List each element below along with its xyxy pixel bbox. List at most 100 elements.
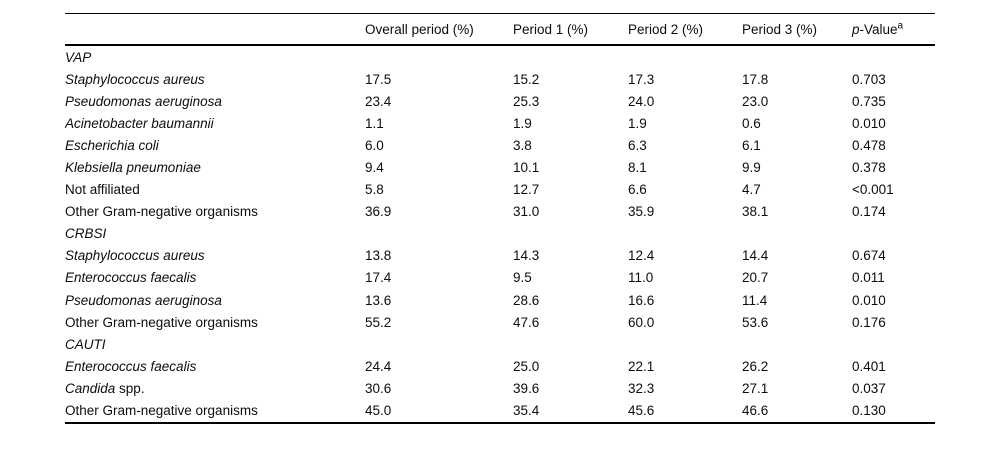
- table-row: Escherichia coli 6.0 3.8 6.3 6.1 0.478: [65, 134, 935, 156]
- cell-period1: 39.6: [513, 380, 540, 396]
- cell-pvalue: 0.401: [852, 358, 886, 374]
- table-row: Other Gram-negative organisms 55.2 47.6 …: [65, 311, 935, 333]
- table-row: Pseudomonas aeruginosa 13.6 28.6 16.6 11…: [65, 289, 935, 311]
- cell-overall: 17.4: [365, 270, 392, 286]
- cell-pvalue: 0.011: [852, 270, 885, 286]
- organism-name: Candida: [65, 380, 116, 396]
- cell-period2: 45.6: [628, 403, 655, 419]
- col-header-overall-period: Overall period (%): [365, 13, 513, 46]
- cell-overall: 9.4: [365, 160, 384, 176]
- cell-overall: 36.9: [365, 204, 392, 220]
- empty-header-cell: [65, 13, 365, 46]
- cell-period2: 32.3: [628, 380, 655, 396]
- cell-overall: 13.6: [365, 292, 392, 308]
- cell-period3: 27.1: [742, 380, 769, 396]
- cell-pvalue: 0.378: [852, 160, 886, 176]
- cell-period2: 16.6: [628, 292, 655, 308]
- cell-pvalue: 0.010: [852, 292, 886, 308]
- section-name-crbsi: CRBSI: [65, 226, 107, 242]
- cell-period3: 9.9: [742, 160, 761, 176]
- cell-overall: 5.8: [365, 182, 384, 198]
- organism-name: Escherichia coli: [65, 137, 159, 153]
- organism-name: Staphylococcus aureus: [65, 71, 205, 87]
- cell-period1: 25.0: [513, 358, 540, 374]
- cell-period3: 14.4: [742, 248, 769, 264]
- cell-period2: 11.0: [628, 270, 654, 286]
- microbiology-table: Overall period (%) Period 1 (%) Period 2…: [65, 13, 935, 424]
- cell-period3: 11.4: [742, 292, 768, 308]
- col-header-period-2: Period 2 (%): [628, 13, 742, 46]
- cell-overall: 13.8: [365, 248, 392, 264]
- cell-overall: 17.5: [365, 71, 392, 87]
- col-header-p-value: p-Valuea: [852, 13, 935, 46]
- section-name-cauti: CAUTI: [65, 336, 106, 352]
- cell-overall: 45.0: [365, 403, 392, 419]
- cell-period1: 3.8: [513, 137, 532, 153]
- cell-period1: 28.6: [513, 292, 540, 308]
- cell-pvalue: 0.478: [852, 137, 886, 153]
- table-row: Enterococcus faecalis 24.4 25.0 22.1 26.…: [65, 355, 935, 377]
- cell-period1: 31.0: [513, 204, 540, 220]
- cell-period3: 17.8: [742, 71, 769, 87]
- organism-name-suffix: spp.: [115, 380, 145, 396]
- table-row: Not affiliated 5.8 12.7 6.6 4.7 <0.001: [65, 179, 935, 201]
- organism-name: Pseudomonas aeruginosa: [65, 292, 222, 308]
- cell-period1: 35.4: [513, 403, 540, 419]
- table-row: Pseudomonas aeruginosa 23.4 25.3 24.0 23…: [65, 90, 935, 112]
- cell-overall: 6.0: [365, 137, 384, 153]
- cell-period2: 1.9: [628, 115, 647, 131]
- cell-pvalue: 0.174: [852, 204, 886, 220]
- table-row: Acinetobacter baumannii 1.1 1.9 1.9 0.6 …: [65, 112, 935, 134]
- organism-name: Staphylococcus aureus: [65, 248, 205, 264]
- table-row: Other Gram-negative organisms 36.9 31.0 …: [65, 201, 935, 223]
- organism-name: Klebsiella pneumoniae: [65, 160, 201, 176]
- category-label: Other Gram-negative organisms: [65, 314, 258, 330]
- cell-period3: 53.6: [742, 314, 769, 330]
- cell-period2: 60.0: [628, 314, 655, 330]
- table-row: Klebsiella pneumoniae 9.4 10.1 8.1 9.9 0…: [65, 156, 935, 178]
- col-header-period-1: Period 1 (%): [513, 13, 628, 46]
- table-row: Staphylococcus aureus 13.8 14.3 12.4 14.…: [65, 245, 935, 267]
- cell-period1: 1.9: [513, 115, 532, 131]
- cell-period2: 17.3: [628, 71, 655, 87]
- cell-period2: 24.0: [628, 93, 655, 109]
- cell-overall: 30.6: [365, 380, 392, 396]
- table-row: Candida spp. 30.6 39.6 32.3 27.1 0.037: [65, 377, 935, 399]
- organism-name: Enterococcus faecalis: [65, 270, 197, 286]
- header-row: Overall period (%) Period 1 (%) Period 2…: [65, 13, 935, 46]
- cell-period1: 12.7: [513, 182, 540, 198]
- table-row: Enterococcus faecalis 17.4 9.5 11.0 20.7…: [65, 267, 935, 289]
- cell-period1: 9.5: [513, 270, 532, 286]
- p-value-rest: -Value: [859, 21, 898, 37]
- category-label: Not affiliated: [65, 182, 140, 198]
- footnote-marker: a: [897, 20, 904, 31]
- cell-overall: 55.2: [365, 314, 392, 330]
- cell-pvalue: 0.176: [852, 314, 886, 330]
- category-label: Other Gram-negative organisms: [65, 403, 258, 419]
- organism-name: Enterococcus faecalis: [65, 358, 197, 374]
- cell-pvalue: 0.674: [852, 248, 886, 264]
- table-row: Other Gram-negative organisms 45.0 35.4 …: [65, 400, 935, 423]
- p-value-italic-p: p: [852, 21, 860, 37]
- section-name-vap: VAP: [65, 49, 92, 65]
- section-header-row: CAUTI: [65, 333, 935, 355]
- cell-period3: 23.0: [742, 93, 769, 109]
- cell-period2: 35.9: [628, 204, 655, 220]
- cell-period3: 20.7: [742, 270, 769, 286]
- cell-period3: 6.1: [742, 137, 761, 153]
- cell-pvalue: 0.130: [852, 403, 886, 419]
- cell-pvalue: 0.010: [852, 115, 886, 131]
- cell-period3: 4.7: [742, 182, 761, 198]
- cell-period3: 0.6: [742, 115, 761, 131]
- cell-overall: 1.1: [365, 115, 384, 131]
- table-row: Staphylococcus aureus 17.5 15.2 17.3 17.…: [65, 68, 935, 90]
- cell-pvalue: 0.037: [852, 380, 886, 396]
- cell-overall: 23.4: [365, 93, 392, 109]
- cell-period2: 6.6: [628, 182, 647, 198]
- cell-period2: 6.3: [628, 137, 647, 153]
- paper-table-container: Overall period (%) Period 1 (%) Period 2…: [65, 13, 935, 424]
- cell-overall: 24.4: [365, 358, 392, 374]
- cell-period1: 14.3: [513, 248, 540, 264]
- col-header-period-3: Period 3 (%): [742, 13, 852, 46]
- cell-pvalue: 0.735: [852, 93, 886, 109]
